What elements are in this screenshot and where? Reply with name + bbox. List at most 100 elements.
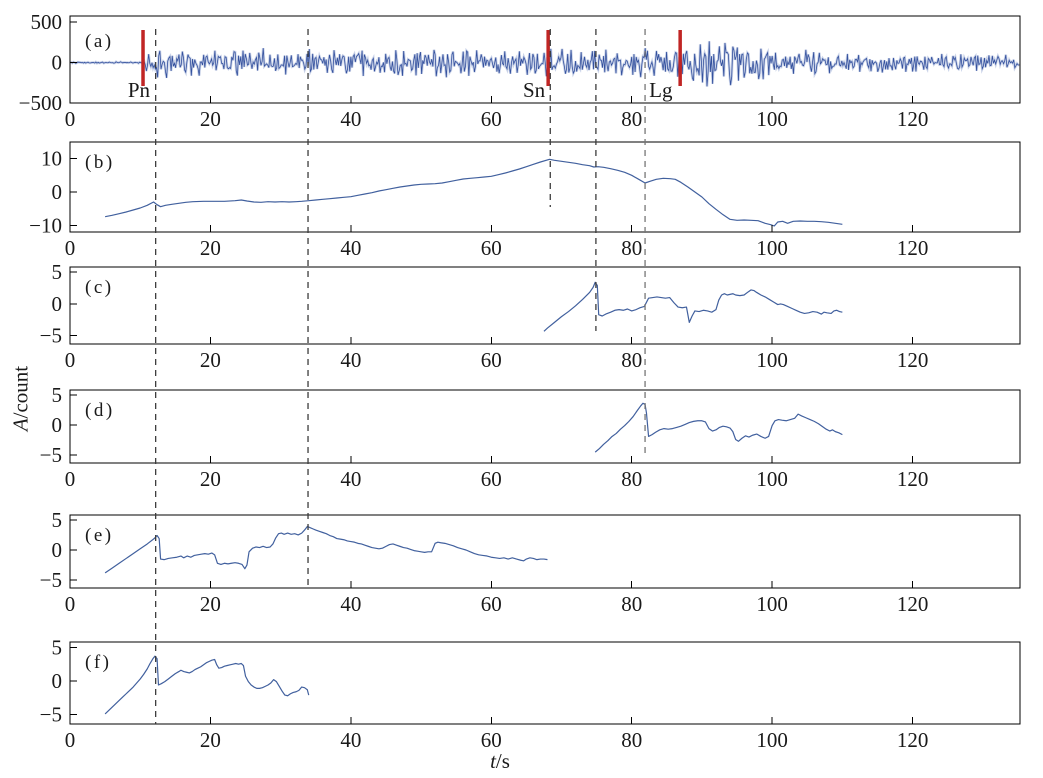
svg-text:120: 120 (897, 728, 929, 752)
svg-text:60: 60 (481, 348, 502, 372)
svg-text:−5: −5 (40, 443, 62, 467)
svg-text:100: 100 (756, 467, 788, 491)
svg-text:0: 0 (52, 413, 63, 437)
y-axis-variable: A (8, 418, 33, 432)
svg-text:40: 40 (340, 467, 361, 491)
svg-text:40: 40 (340, 592, 361, 616)
svg-text:80: 80 (621, 236, 642, 260)
y-ticks-a: 500 0 −500 (19, 10, 77, 115)
x-ticks-f: 0 20 40 60 80 100 120 (65, 717, 929, 752)
svg-text:100: 100 (756, 592, 788, 616)
x-ticks-e: 0 20 40 60 80 100 120 (65, 581, 929, 616)
svg-text:0: 0 (65, 348, 76, 372)
svg-text:10: 10 (41, 147, 62, 171)
svg-text:20: 20 (200, 107, 221, 131)
svg-text:0: 0 (65, 592, 76, 616)
phase-label-sn: Sn (523, 78, 546, 102)
svg-text:0: 0 (65, 107, 76, 131)
svg-text:0: 0 (52, 51, 63, 75)
svg-text:−10: −10 (29, 213, 62, 237)
svg-text:80: 80 (621, 107, 642, 131)
trace-e (104, 525, 548, 574)
svg-text:60: 60 (481, 728, 502, 752)
panel-label-b: (b) (85, 152, 115, 173)
x-ticks-c: 0 20 40 60 80 100 120 (65, 337, 929, 372)
panel-label-e: (e) (85, 525, 114, 546)
svg-text:0: 0 (52, 180, 63, 204)
svg-text:5: 5 (52, 383, 63, 407)
svg-text:−5: −5 (40, 568, 62, 592)
svg-text:5: 5 (52, 260, 63, 284)
svg-text:20: 20 (200, 728, 221, 752)
svg-text:−5: −5 (40, 703, 62, 727)
svg-text:0: 0 (52, 292, 63, 316)
panel-c-border (69, 266, 1021, 345)
panel-d: 5 0 −50 20 40 60 80 100 120 (d) (40, 383, 1021, 491)
x-ticks-d: 0 20 40 60 80 100 120 (65, 456, 929, 491)
trace-b (104, 158, 843, 227)
svg-text:0: 0 (52, 669, 63, 693)
panel-f-border (69, 641, 1021, 725)
svg-text:80: 80 (621, 348, 642, 372)
panel-label-c: (c) (85, 277, 114, 298)
y-ticks-b: 10 0 −10 (29, 147, 77, 237)
svg-text:100: 100 (756, 728, 788, 752)
svg-text:120: 120 (897, 236, 929, 260)
svg-text:40: 40 (340, 236, 361, 260)
svg-text:40: 40 (340, 107, 361, 131)
svg-text:80: 80 (621, 592, 642, 616)
svg-text:5: 5 (52, 508, 63, 532)
phase-label-lg: Lg (649, 78, 673, 102)
panel-f: 50−50 20 40 60 80 100 120(f) (40, 635, 1021, 752)
svg-text:100: 100 (756, 348, 788, 372)
svg-text:60: 60 (481, 107, 502, 131)
phase-label-pn: Pn (128, 78, 151, 102)
panel-label-f: (f) (85, 652, 111, 673)
panel-e-border (69, 514, 1021, 589)
svg-text:40: 40 (340, 348, 361, 372)
svg-text:60: 60 (481, 592, 502, 616)
panel-e: 50−50 20 40 60 80 100 120(e) (40, 508, 1021, 616)
svg-text:120: 120 (897, 467, 929, 491)
panel-label-a: (a) (85, 31, 114, 52)
panel-d-border (69, 389, 1021, 464)
x-ticks-b: 0 20 40 60 80 100 120 (65, 225, 929, 260)
trace-f (104, 655, 310, 715)
svg-text:0: 0 (52, 538, 63, 562)
svg-text:20: 20 (200, 348, 221, 372)
svg-text:500: 500 (31, 10, 63, 34)
x-ticks-a: 0 20 40 60 80 100 120 (65, 96, 929, 131)
y-ticks-c: 5 0 −5 (40, 260, 77, 348)
svg-text:−500: −500 (19, 91, 62, 115)
svg-text:100: 100 (756, 107, 788, 131)
svg-text:120: 120 (897, 107, 929, 131)
svg-text:−5: −5 (40, 324, 62, 348)
svg-text:60: 60 (481, 467, 502, 491)
svg-text:60: 60 (481, 236, 502, 260)
y-axis-label: A/count (9, 340, 34, 458)
svg-text:120: 120 (897, 348, 929, 372)
panel-c: 50−50 20 40 60 80 100 120(c) (40, 260, 1021, 372)
svg-text:20: 20 (200, 236, 221, 260)
trace-c (543, 281, 843, 332)
svg-text:5: 5 (52, 635, 63, 659)
svg-text:0: 0 (65, 236, 76, 260)
panel-b: 100−100 20 40 60 80 100 120(b) (29, 141, 1021, 260)
svg-text:80: 80 (621, 467, 642, 491)
trace-d (594, 402, 843, 453)
panel-b-border (69, 141, 1021, 233)
x-axis-unit: /s (495, 749, 510, 773)
svg-text:100: 100 (756, 236, 788, 260)
svg-text:120: 120 (897, 592, 929, 616)
trace-a (70, 41, 1020, 87)
x-axis-variable: t (490, 749, 496, 773)
panel-a-border (69, 15, 1021, 104)
svg-text:20: 20 (200, 467, 221, 491)
svg-text:20: 20 (200, 592, 221, 616)
panel-label-d: (d) (85, 400, 115, 421)
y-ticks-d: 5 0 −5 (40, 383, 77, 467)
y-axis-unit: /count (8, 365, 33, 419)
